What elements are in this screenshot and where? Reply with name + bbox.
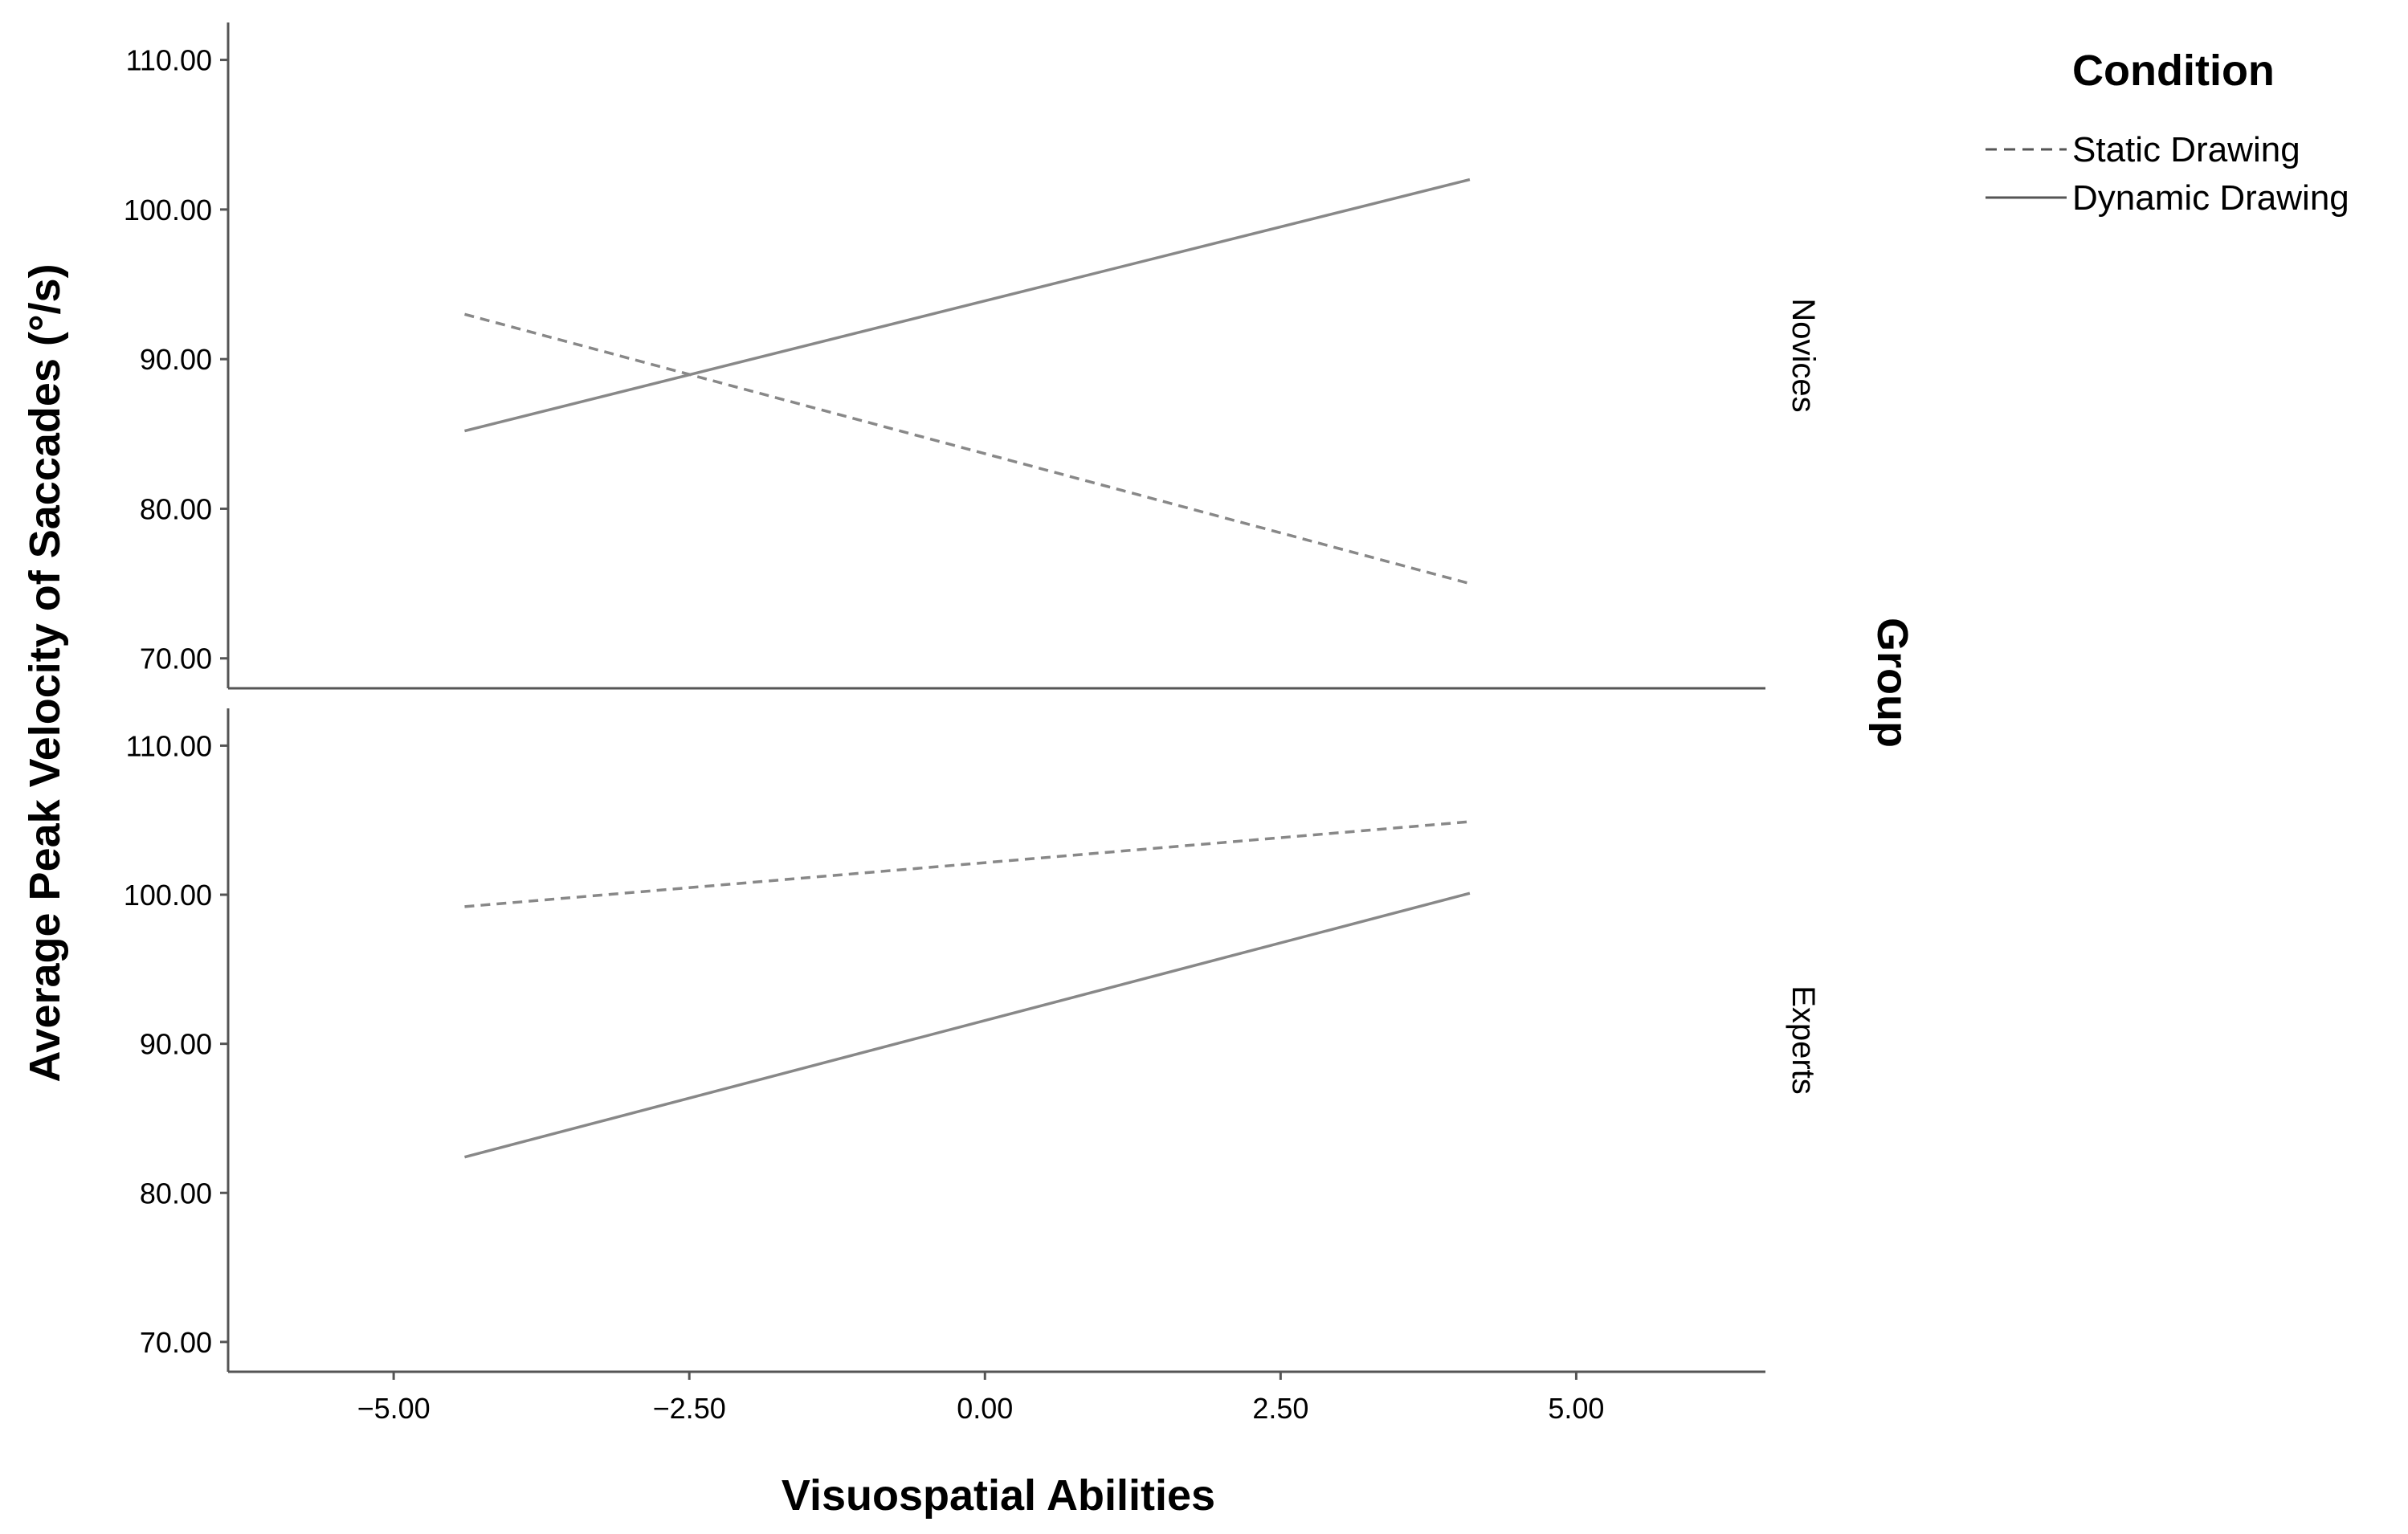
x-axis: −5.00 −2.50 0.00 2.50 5.00 — [357, 1372, 1604, 1425]
legend-dynamic-label: Dynamic Drawing — [2072, 178, 2349, 218]
y-tick-label: 100.00 — [124, 194, 212, 226]
y-tick-label: 100.00 — [124, 879, 212, 912]
series-line-novices-dynamic-drawing — [464, 177, 1471, 433]
y-tick-label: 110.00 — [126, 44, 212, 77]
y-tick-label: 80.00 — [140, 1177, 212, 1210]
x-tick-label: 5.00 — [1548, 1392, 1604, 1425]
y-tick-label: 70.00 — [140, 643, 212, 675]
facet-label-novices: Novices — [1786, 298, 1821, 412]
series-line-experts-static-drawing — [464, 820, 1471, 908]
panel-experts: 70.00 80.00 90.00 100.00 110.00 Experts — [124, 708, 1821, 1373]
y-tick-label: 80.00 — [140, 492, 212, 525]
x-tick-label: −2.50 — [653, 1392, 726, 1425]
y-tick-label: 70.00 — [140, 1326, 212, 1359]
facet-group-title: Group — [1868, 618, 1916, 748]
legend: Condition Static Drawing Dynamic Drawing — [1986, 47, 2349, 218]
y-tick-label: 90.00 — [140, 1028, 212, 1061]
y-tick-label: 90.00 — [140, 343, 212, 376]
panel-novices: 70.00 80.00 90.00 100.00 110.00 Novices — [124, 22, 1821, 690]
x-tick-label: 2.50 — [1252, 1392, 1308, 1425]
series-line-experts-dynamic-drawing — [464, 891, 1471, 1159]
x-axis-title: Visuospatial Abilities — [782, 1471, 1215, 1520]
y-axis-title: Average Peak Velocity of Saccades (°/s) — [21, 263, 69, 1082]
x-tick-label: 0.00 — [957, 1392, 1013, 1425]
legend-title: Condition — [2072, 47, 2275, 95]
series-line-novices-static-drawing — [464, 312, 1471, 585]
facet-label-experts: Experts — [1786, 985, 1821, 1095]
y-tick-label: 110.00 — [126, 729, 212, 762]
legend-static-label: Static Drawing — [2072, 130, 2300, 169]
x-tick-label: −5.00 — [357, 1392, 431, 1425]
